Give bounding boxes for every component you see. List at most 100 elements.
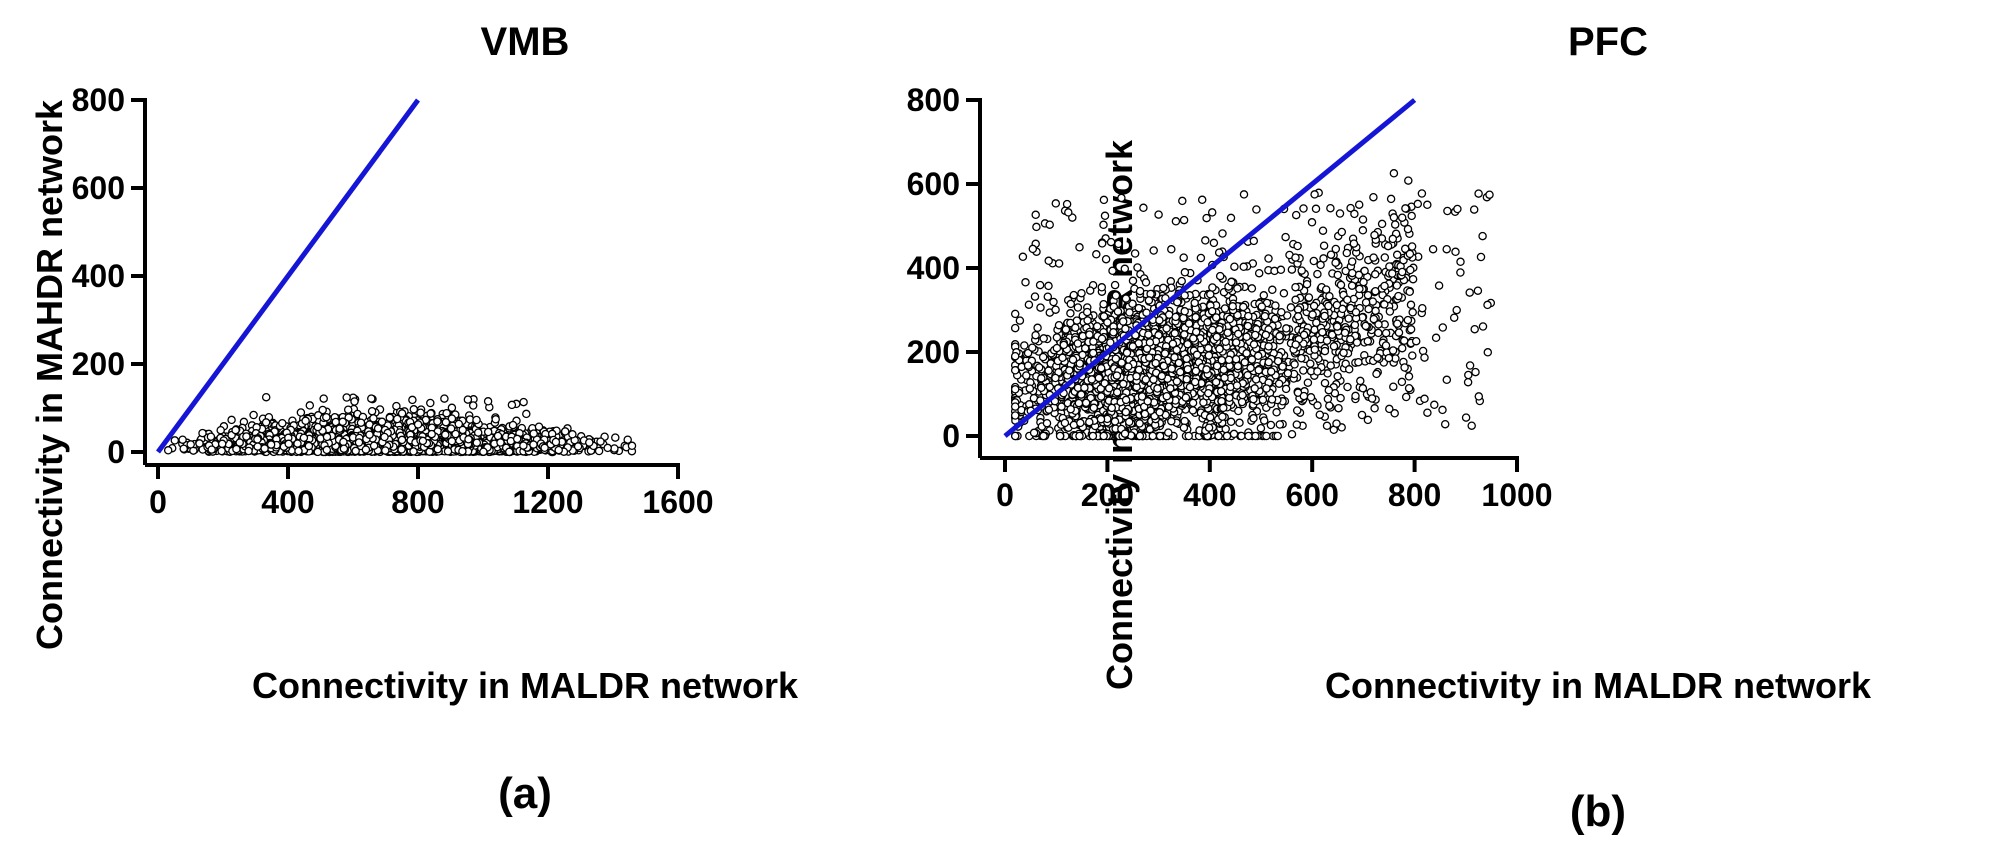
chart-b-point — [1333, 372, 1342, 381]
chart-b-point — [1401, 392, 1411, 402]
chart-a-point — [534, 422, 544, 431]
chart-a-point — [261, 392, 271, 402]
chart-b-point — [1322, 421, 1332, 431]
chart-a-point — [463, 395, 473, 404]
chart-b-point — [1465, 288, 1474, 297]
chart-a-point — [491, 415, 500, 424]
chart-b-point — [1020, 341, 1029, 350]
chart-a-point — [301, 416, 310, 426]
chart-a-point — [217, 446, 226, 456]
chart-b-point — [1010, 309, 1020, 319]
chart-b-point — [1092, 250, 1101, 259]
chart-a-point — [217, 439, 227, 449]
chart-b-point — [1179, 253, 1188, 262]
chart-b-point — [1099, 220, 1108, 230]
chart-a-caption: (a) — [498, 769, 552, 818]
chart-a-point — [206, 432, 216, 441]
chart-a-ylabel: Connectivity in MAHDR network — [29, 99, 70, 650]
chart-b-point — [1451, 247, 1460, 257]
chart-a-point — [198, 428, 207, 438]
chart-b-point — [1358, 215, 1368, 224]
chart-a-point — [278, 418, 287, 428]
chart-a: VMB Connectivity in MAHDR network Connec… — [29, 20, 799, 818]
chart-a-point — [508, 420, 518, 430]
chart-b-point — [1054, 320, 1064, 330]
chart-b-point — [1440, 419, 1450, 429]
chart-b-point — [1039, 334, 1048, 343]
chart-a-point — [385, 413, 395, 423]
chart-b-point — [1306, 393, 1316, 402]
chart-a-point — [443, 447, 453, 456]
chart-a-point — [413, 420, 423, 429]
chart-b-point — [1308, 310, 1317, 319]
chart-b-point — [1474, 392, 1484, 401]
chart-a-point — [170, 436, 180, 445]
chart-a-ytick-label: 400 — [72, 258, 125, 294]
chart-b-point — [1467, 421, 1476, 430]
chart-b-point — [1133, 263, 1142, 272]
chart-b-point — [1404, 176, 1413, 185]
chart-b-caption: (b) — [1570, 787, 1626, 836]
chart-b-point — [1064, 208, 1073, 217]
chart-a-point — [505, 447, 514, 457]
chart-b-point — [1310, 190, 1319, 199]
chart-a-point — [369, 441, 379, 450]
chart-b-point — [1196, 253, 1206, 263]
chart-b-point — [1167, 416, 1176, 426]
chart-b-point — [1085, 286, 1095, 295]
chart-a-point — [351, 446, 360, 456]
chart-b-point — [1319, 254, 1328, 263]
chart-a-point — [356, 418, 366, 427]
chart-b-point — [1465, 361, 1475, 370]
chart-b-point — [1449, 313, 1459, 322]
chart-a-point — [409, 405, 419, 414]
chart-b-point — [1464, 370, 1473, 380]
chart-a-point — [472, 438, 482, 447]
chart-b-point — [1057, 402, 1066, 411]
chart-a-point — [339, 437, 348, 447]
chart-a-point — [343, 405, 353, 414]
chart-a-point — [408, 395, 417, 405]
chart-b-point — [1044, 366, 1053, 375]
chart-b-point — [1438, 405, 1447, 415]
chart-a-xtick-label: 800 — [391, 484, 444, 520]
chart-b-point — [1178, 196, 1187, 206]
chart-b-point — [1473, 286, 1483, 295]
chart-a-point — [178, 435, 187, 444]
chart-a-point — [573, 442, 583, 451]
chart-a-point — [367, 394, 376, 403]
chart-a-point — [433, 444, 443, 454]
chart-a-point — [483, 427, 493, 437]
chart-a-point — [361, 445, 371, 454]
chart-b-point — [1299, 204, 1308, 213]
chart-b-point — [1469, 205, 1479, 214]
chart-b-point — [1377, 219, 1387, 229]
chart-b-point — [1406, 265, 1415, 275]
chart-b-point — [1461, 413, 1471, 422]
chart-b-point — [1024, 300, 1034, 309]
chart-b-point — [1443, 206, 1452, 216]
chart-a-point — [519, 441, 528, 450]
chart-a-point — [338, 417, 347, 427]
chart-b-point — [1423, 200, 1432, 210]
chart-b-point — [1357, 410, 1367, 420]
chart-b-point — [1407, 211, 1416, 221]
chart-a-point — [249, 410, 258, 420]
chart-a-point — [433, 417, 442, 426]
chart-a-xtick-label: 1600 — [642, 484, 713, 520]
chart-a-point — [418, 436, 428, 446]
chart-a-point — [179, 444, 188, 453]
chart-a-point — [392, 401, 401, 411]
chart-a-point — [464, 435, 473, 444]
chart-b-point — [1209, 238, 1219, 248]
chart-a-ytick-label: 200 — [72, 346, 125, 382]
chart-a-point — [554, 445, 563, 455]
chart-b-point — [1385, 307, 1395, 316]
chart-b-point — [1283, 369, 1293, 378]
chart-a-point — [294, 446, 303, 456]
chart-a-point — [446, 424, 456, 433]
chart-a-point — [409, 447, 418, 456]
chart-b-point — [1309, 301, 1319, 311]
chart-a-point — [253, 442, 262, 451]
chart-a-point — [427, 429, 436, 439]
